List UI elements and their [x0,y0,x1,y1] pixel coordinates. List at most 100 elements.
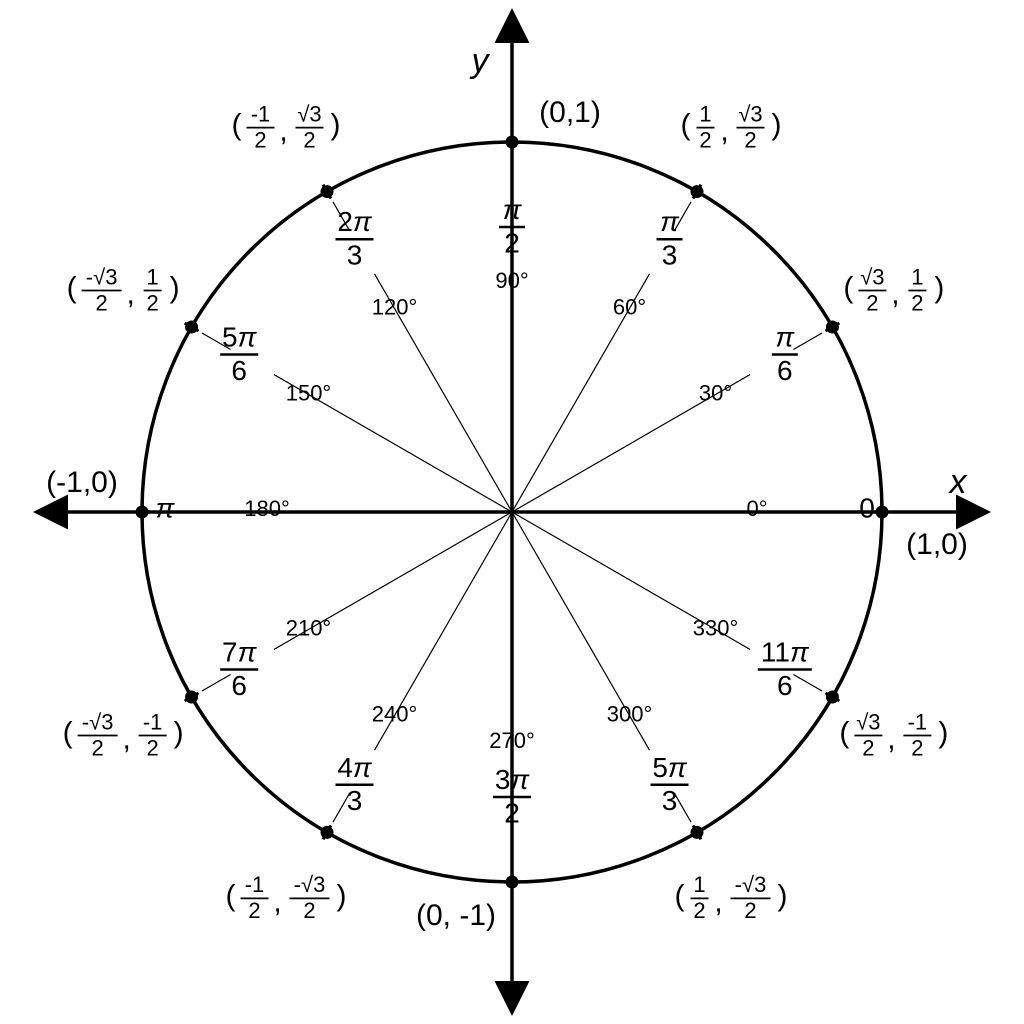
point-60 [691,185,704,198]
svg-text:2: 2 [866,290,878,315]
small-fraction: 12 [144,264,162,315]
coord-label-90: (0,1) [539,96,601,129]
deg-label-270: 270° [489,728,535,753]
svg-text:3: 3 [347,785,363,816]
svg-text:,: , [891,277,899,310]
svg-text:,: , [273,885,281,918]
svg-text:3π: 3π [495,764,531,795]
point-30 [826,321,839,334]
rad-label-300: 5π3 [651,752,689,816]
svg-text:2: 2 [911,290,923,315]
rad-label-120: 2π3 [336,207,374,271]
coord-label-120: (-12,√32) [232,101,341,152]
svg-text:): ) [934,271,944,304]
x-axis-label: x [948,463,968,501]
svg-text:3: 3 [662,240,678,271]
svg-text:,: , [720,115,728,148]
svg-text:(: ( [226,879,236,912]
svg-text:(: ( [232,109,242,142]
ray-ext-330 [793,675,822,692]
point-210 [185,691,198,704]
svg-text:(: ( [681,109,691,142]
small-fraction: -12 [241,872,269,923]
svg-text:2: 2 [95,290,107,315]
rad-label-0: 0 [859,492,875,523]
svg-text:2: 2 [303,898,315,923]
svg-text:2: 2 [911,735,923,760]
svg-text:2: 2 [744,127,756,152]
small-fraction: √32 [737,101,765,152]
rad-label-210: 7π6 [220,637,258,701]
svg-text:): ) [331,109,341,142]
small-fraction: -√32 [731,872,771,923]
svg-text:√3: √3 [297,101,321,126]
unit-circle-diagram: yx0°0(1,0)30°π6(√32,12)60°π3(12,√32)90°π… [0,0,1024,1024]
svg-text:-1: -1 [143,709,163,734]
rad-label-180: π [156,492,176,523]
small-fraction: 12 [908,264,926,315]
svg-text:-1: -1 [251,101,271,126]
small-fraction: 12 [691,872,709,923]
rad-label-150: 5π6 [220,322,258,386]
svg-text:2: 2 [248,898,260,923]
deg-label-240: 240° [372,701,418,726]
coord-label-60: (12,√32) [681,101,782,152]
svg-text:2π: 2π [337,207,373,238]
svg-text:): ) [772,109,782,142]
svg-text:5π: 5π [222,322,258,353]
small-fraction: 12 [697,101,715,152]
svg-text:2: 2 [91,735,103,760]
deg-label-30: 30° [699,380,732,405]
svg-text:): ) [938,716,948,749]
svg-text:2: 2 [744,898,756,923]
svg-text:11π: 11π [761,637,810,668]
svg-text:(: ( [67,271,77,304]
small-fraction: -12 [903,709,931,760]
rad-label-240: 4π3 [336,752,374,816]
deg-label-120: 120° [372,294,418,319]
rad-label-90: π2 [499,194,525,258]
svg-text:√3: √3 [738,101,762,126]
deg-label-90: 90° [495,268,528,293]
coord-label-210: (-√32,-12) [63,709,184,760]
deg-label-60: 60° [613,294,646,319]
point-240 [321,826,334,839]
point-90 [506,136,519,149]
point-270 [506,876,519,889]
deg-label-180: 180° [244,496,290,521]
svg-text:√3: √3 [860,264,884,289]
svg-text:): ) [170,271,180,304]
point-180 [136,506,149,519]
svg-text:-1: -1 [908,709,928,734]
svg-text:1: 1 [699,101,711,126]
deg-label-210: 210° [286,615,332,640]
svg-text:(: ( [839,716,849,749]
svg-text:2: 2 [146,290,158,315]
ray-ext-210 [202,675,231,692]
svg-text:): ) [778,879,788,912]
svg-text:6: 6 [777,355,793,386]
svg-text:,: , [714,885,722,918]
point-120 [321,185,334,198]
svg-text:2: 2 [254,127,266,152]
svg-text:2: 2 [303,127,315,152]
rad-label-270: 3π2 [493,764,531,828]
small-fraction: √32 [858,264,886,315]
svg-text:6: 6 [777,670,793,701]
svg-text:π: π [503,194,523,225]
small-fraction: -12 [247,101,275,152]
svg-text:7π: 7π [222,637,258,668]
svg-text:1: 1 [911,264,923,289]
coord-label-270: (0, -1) [416,899,496,932]
svg-text:3: 3 [347,240,363,271]
small-fraction: √32 [854,709,882,760]
svg-text:,: , [126,277,134,310]
svg-text:(: ( [843,271,853,304]
svg-text:1: 1 [693,872,705,897]
svg-text:-√3: -√3 [86,264,118,289]
svg-text:(: ( [63,716,73,749]
svg-text:2: 2 [146,735,158,760]
rad-label-330: 11π6 [758,637,812,701]
svg-text:(: ( [675,879,685,912]
svg-text:-√3: -√3 [82,709,114,734]
